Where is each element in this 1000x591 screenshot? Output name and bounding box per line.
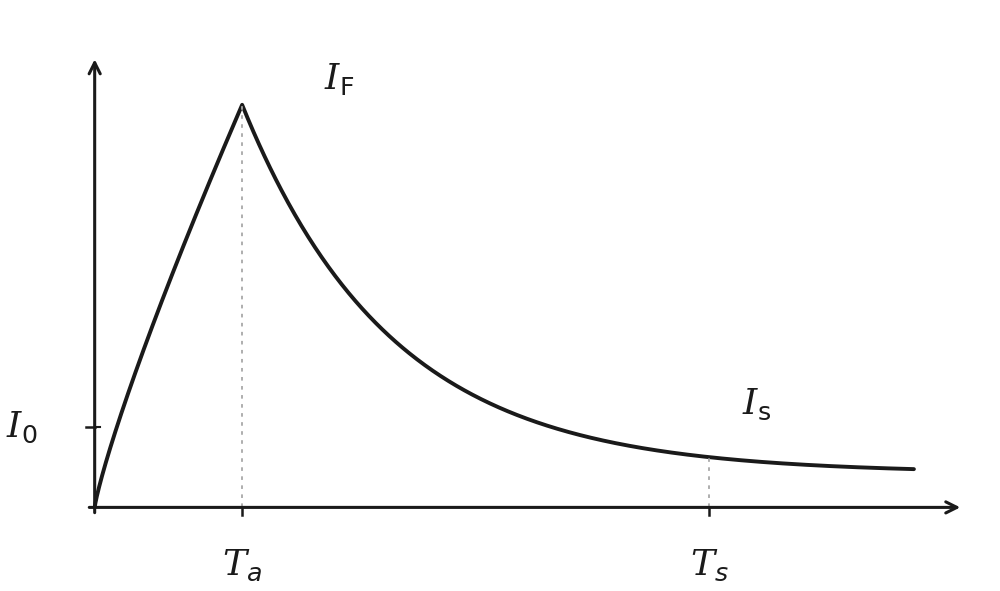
Text: I$_\mathrm{s}$: I$_\mathrm{s}$ (742, 387, 771, 423)
Text: I$_\mathrm{F}$: I$_\mathrm{F}$ (324, 61, 354, 97)
Text: T$_a$: T$_a$ (222, 548, 262, 583)
Text: T$_s$: T$_s$ (690, 548, 729, 583)
Text: I$_0$: I$_0$ (6, 409, 37, 444)
